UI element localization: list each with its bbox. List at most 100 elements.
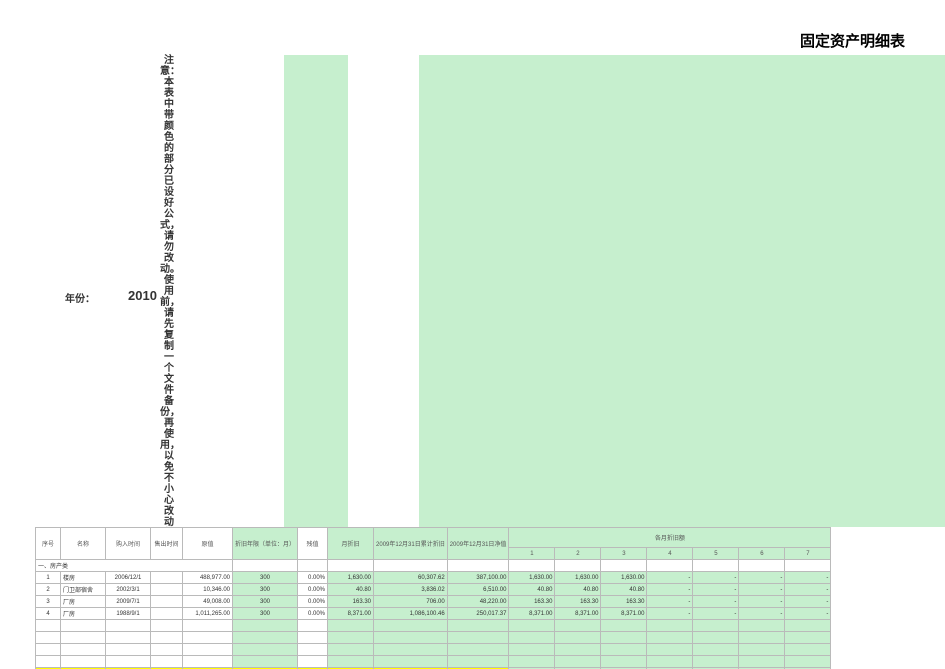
- cell[interactable]: 300: [233, 608, 298, 620]
- cell[interactable]: 厂房: [61, 596, 106, 608]
- year-value[interactable]: 2010: [128, 288, 157, 303]
- cell[interactable]: 1: [36, 572, 61, 584]
- empty-row[interactable]: [36, 644, 831, 656]
- cell[interactable]: 49,008.00: [183, 596, 233, 608]
- cell[interactable]: [555, 644, 601, 656]
- cell[interactable]: [106, 632, 151, 644]
- cell[interactable]: 300: [233, 596, 298, 608]
- empty-row[interactable]: [36, 632, 831, 644]
- cell[interactable]: [509, 632, 555, 644]
- cell[interactable]: [183, 620, 233, 632]
- cell[interactable]: 厂房: [61, 608, 106, 620]
- col-m3[interactable]: 3: [601, 548, 647, 560]
- cell[interactable]: [601, 620, 647, 632]
- cell[interactable]: -: [739, 584, 785, 596]
- cell[interactable]: [233, 632, 298, 644]
- cell[interactable]: 48,220.00: [447, 596, 509, 608]
- col-m2[interactable]: 2: [555, 548, 601, 560]
- cell[interactable]: 2006/12/1: [106, 572, 151, 584]
- col-orig[interactable]: 原值: [183, 528, 233, 560]
- col-net[interactable]: 2009年12月31日净值: [447, 528, 509, 560]
- cell[interactable]: [447, 644, 509, 656]
- cell[interactable]: [647, 620, 693, 632]
- cell[interactable]: [151, 596, 183, 608]
- cell[interactable]: [785, 644, 831, 656]
- cell[interactable]: [509, 560, 555, 572]
- cell[interactable]: [785, 632, 831, 644]
- cell[interactable]: -: [647, 608, 693, 620]
- cell[interactable]: [233, 620, 298, 632]
- cell[interactable]: [693, 632, 739, 644]
- cell[interactable]: 8,371.00: [555, 608, 601, 620]
- cell[interactable]: -: [693, 596, 739, 608]
- cell[interactable]: [509, 620, 555, 632]
- cell[interactable]: 1,630.00: [555, 572, 601, 584]
- cell[interactable]: [374, 560, 448, 572]
- cell[interactable]: 0.00%: [298, 572, 328, 584]
- cell[interactable]: [298, 656, 328, 668]
- cell[interactable]: 163.30: [509, 596, 555, 608]
- cell[interactable]: 0.00%: [298, 596, 328, 608]
- cell[interactable]: [601, 632, 647, 644]
- col-m7[interactable]: 7: [785, 548, 831, 560]
- cell[interactable]: 1,011,265.00: [183, 608, 233, 620]
- cell[interactable]: [647, 560, 693, 572]
- cell[interactable]: 2002/3/1: [106, 584, 151, 596]
- cell[interactable]: -: [693, 584, 739, 596]
- cell[interactable]: -: [647, 584, 693, 596]
- cell[interactable]: [785, 656, 831, 668]
- cell[interactable]: [106, 644, 151, 656]
- col-idx[interactable]: 序号: [36, 528, 61, 560]
- cell[interactable]: 8,371.00: [328, 608, 374, 620]
- cell[interactable]: [555, 620, 601, 632]
- cell[interactable]: [447, 620, 509, 632]
- cell[interactable]: 250,017.37: [447, 608, 509, 620]
- cell[interactable]: [106, 620, 151, 632]
- cell[interactable]: [106, 656, 151, 668]
- cell[interactable]: 387,100.00: [447, 572, 509, 584]
- cell[interactable]: [183, 632, 233, 644]
- cell[interactable]: [36, 656, 61, 668]
- col-sold[interactable]: 售出时间: [151, 528, 183, 560]
- cell[interactable]: 300: [233, 584, 298, 596]
- cell[interactable]: 6,510.00: [447, 584, 509, 596]
- cell[interactable]: 60,307.62: [374, 572, 448, 584]
- cell[interactable]: 488,977.00: [183, 572, 233, 584]
- cell[interactable]: [693, 644, 739, 656]
- fixed-assets-table[interactable]: 序号 名称 购入时间 售出时间 原值 折旧年限（单位：月） 残值 月折旧 200…: [35, 527, 831, 669]
- col-buy[interactable]: 购入时间: [106, 528, 151, 560]
- cell[interactable]: [233, 656, 298, 668]
- cell[interactable]: -: [739, 572, 785, 584]
- empty-row[interactable]: [36, 656, 831, 668]
- cell[interactable]: [328, 560, 374, 572]
- cell[interactable]: [328, 644, 374, 656]
- cell[interactable]: -: [739, 596, 785, 608]
- cell[interactable]: [447, 632, 509, 644]
- cell[interactable]: [785, 620, 831, 632]
- cell[interactable]: [374, 632, 448, 644]
- cell[interactable]: [647, 644, 693, 656]
- cell[interactable]: [36, 620, 61, 632]
- cell[interactable]: [298, 632, 328, 644]
- cell[interactable]: [647, 632, 693, 644]
- cell[interactable]: 门卫部宿舍: [61, 584, 106, 596]
- cell[interactable]: [739, 644, 785, 656]
- cell[interactable]: 1,630.00: [601, 572, 647, 584]
- cell[interactable]: 300: [233, 572, 298, 584]
- cell[interactable]: [555, 632, 601, 644]
- table-row[interactable]: 4厂房1988/9/11,011,265.003000.00%8,371.001…: [36, 608, 831, 620]
- cell[interactable]: -: [785, 572, 831, 584]
- cell[interactable]: 0.00%: [298, 584, 328, 596]
- cell[interactable]: [785, 560, 831, 572]
- cell[interactable]: -: [693, 572, 739, 584]
- col-m1[interactable]: 1: [509, 548, 555, 560]
- cell[interactable]: [298, 560, 328, 572]
- cell[interactable]: [151, 656, 183, 668]
- cell[interactable]: [151, 584, 183, 596]
- cell[interactable]: [555, 560, 601, 572]
- col-acc[interactable]: 2009年12月31日累计折旧: [374, 528, 448, 560]
- cell[interactable]: 40.80: [509, 584, 555, 596]
- cell[interactable]: [693, 656, 739, 668]
- col-m6[interactable]: 6: [739, 548, 785, 560]
- cell[interactable]: 8,371.00: [509, 608, 555, 620]
